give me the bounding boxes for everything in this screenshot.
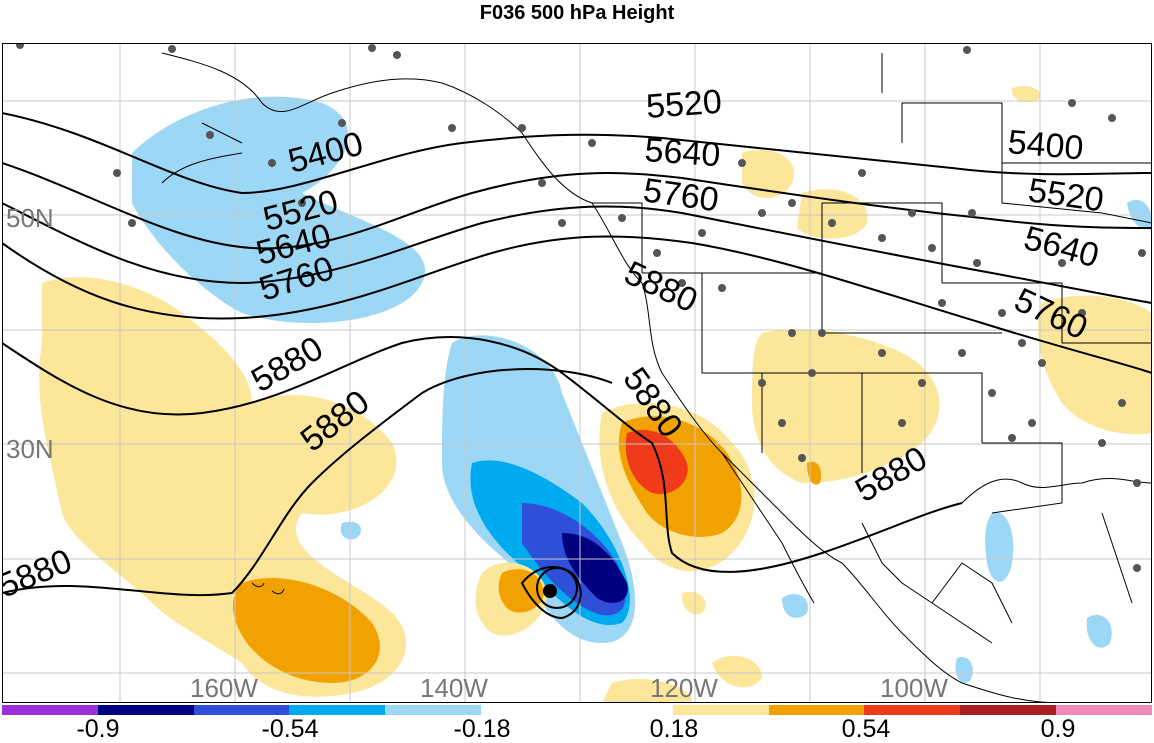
map-panel[interactable]: 5400 5520 5640 5760 5880 5880 5880 5520 …	[2, 43, 1152, 703]
lon-label-120w: 120W	[650, 673, 718, 703]
map-svg[interactable]: 5400 5520 5640 5760 5880 5880 5880 5520 …	[2, 43, 1152, 703]
colorbar-segment-2	[193, 705, 290, 715]
contour-label-5640: 5640	[643, 131, 721, 174]
colorbar-segment-4	[385, 705, 482, 715]
lon-label-100w: 100W	[880, 673, 948, 703]
colorbar-label: 0.54	[841, 715, 891, 743]
colorbar-segment-3	[289, 705, 386, 715]
lat-label-50n: 50N	[6, 203, 54, 233]
station-markers	[16, 43, 1146, 572]
colorbar-segment-11	[1056, 705, 1152, 715]
colorbar-label: -0.54	[261, 715, 319, 743]
colorbar-labels: -0.9 -0.54 -0.18 0.18 0.54 0.9	[2, 716, 1152, 742]
contour-label-5520: 5520	[645, 83, 723, 126]
colorbar-segment-0	[2, 705, 98, 715]
colorbar-segment-9	[864, 705, 961, 715]
colorbar-segment-10	[960, 705, 1057, 715]
map-title: F036 500 hPa Height	[479, 2, 675, 24]
colorbar-segment-7	[672, 705, 769, 715]
height-contours	[2, 112, 1152, 620]
colorbar	[2, 705, 1152, 715]
colorbar-segment-5	[481, 705, 577, 715]
map-frame	[2, 43, 1152, 703]
storm-center-marker	[536, 567, 578, 609]
colorbar-segment-6	[576, 705, 673, 715]
lat-label-30n: 30N	[6, 434, 54, 464]
lon-label-140w: 140W	[420, 673, 488, 703]
colorbar-segment-8	[768, 705, 865, 715]
coastlines	[161, 52, 1152, 703]
colorbar-label: -0.9	[76, 715, 120, 743]
lon-label-160w: 160W	[190, 673, 258, 703]
colorbar-label: 0.9	[1040, 715, 1076, 743]
axis-labels: 50N 30N 160W 140W 120W 100W	[6, 203, 948, 703]
contour-label-5400: 5400	[1006, 123, 1085, 167]
colorbar-label: 0.18	[649, 715, 699, 743]
colorbar-segment-1	[97, 705, 194, 715]
colorbar-label: -0.18	[453, 715, 511, 743]
